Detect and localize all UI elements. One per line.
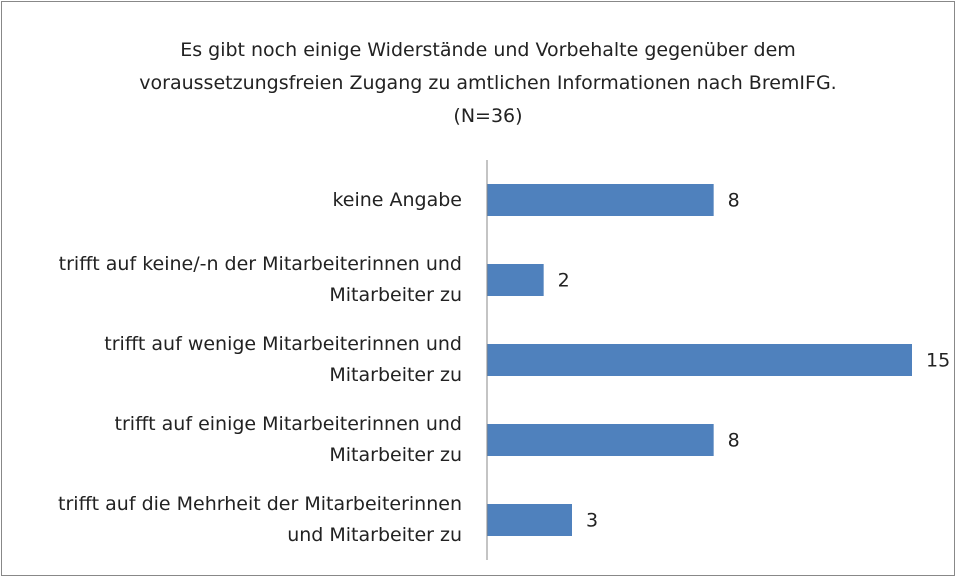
category-label: trifft auf wenige Mitarbeiterinnen und M… [104, 333, 462, 386]
bar [487, 264, 544, 296]
data-label: 15 [926, 350, 950, 372]
category-label: trifft auf einige Mitarbeiterinnen und M… [114, 413, 462, 466]
data-label: 8 [728, 430, 740, 452]
data-label: 2 [558, 270, 570, 292]
bar [487, 184, 714, 216]
category-label: trifft auf die Mehrheit der Mitarbeiteri… [58, 493, 462, 546]
category-label: trifft auf keine/-n der Mitarbeiterinnen… [58, 253, 462, 306]
data-label: 8 [728, 190, 740, 212]
chart-title: Es gibt noch einige Widerstände und Vorb… [139, 39, 837, 127]
bar [487, 344, 912, 376]
bar [487, 504, 572, 536]
category-label: keine Angabe [332, 188, 462, 211]
data-label: 3 [586, 510, 598, 532]
bar [487, 424, 714, 456]
